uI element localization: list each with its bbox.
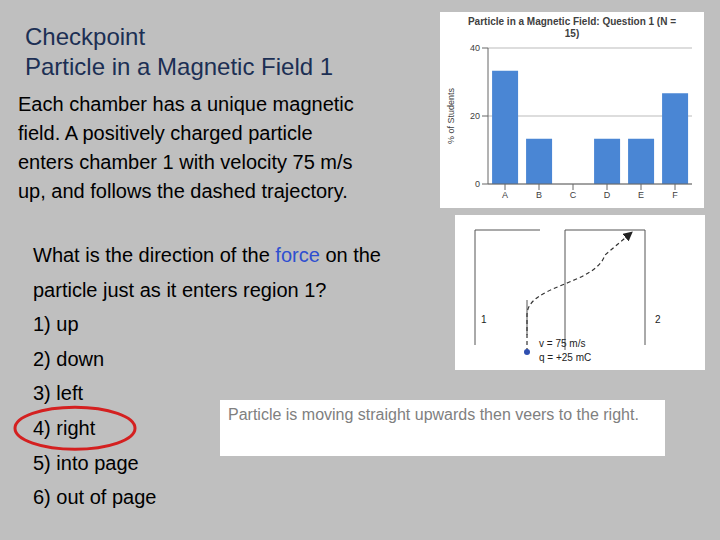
svg-text:20: 20 xyxy=(470,111,480,121)
html-text:Particle in a Magnetic Field:: Particle in a Magnetic Field: Question 1… xyxy=(467,16,676,39)
svg-text:C: C xyxy=(570,190,577,200)
html-text:Each chamber has a unique magn: Each chamber has a unique magnetic xyxy=(18,93,354,115)
svg-text:q = +25 mC: q = +25 mC xyxy=(539,352,591,363)
html-text:2) down: 2) down xyxy=(33,347,105,370)
svg-text:F: F xyxy=(672,190,678,200)
html-text:field. A positively charged pa: field. A positively charged particle xyxy=(18,122,313,144)
html-text:enters chamber 1 with velocity: enters chamber 1 with velocity 75 m/s xyxy=(18,151,353,173)
svg-text:40: 40 xyxy=(470,43,480,53)
html-text:6) out of page: 6) out of page xyxy=(33,486,157,509)
html-text:What is the direction of the f: What is the direction of the force on th… xyxy=(33,244,381,301)
html-text:up, and follows the dashed tra: up, and follows the dashed trajectory. xyxy=(18,180,348,202)
svg-text:1: 1 xyxy=(481,314,487,325)
html-text:Particle is moving straight up: Particle is moving straight upwards then… xyxy=(228,406,639,423)
html-text:1) up: 1) up xyxy=(33,313,79,336)
svg-text:E: E xyxy=(638,190,644,200)
svg-text:D: D xyxy=(604,190,611,200)
html-text:4) right: 4) right xyxy=(33,417,96,439)
svg-text:0: 0 xyxy=(475,179,480,189)
svg-text:B: B xyxy=(536,190,542,200)
svg-text:A: A xyxy=(502,190,508,200)
svg-text:2: 2 xyxy=(655,314,661,325)
html-text:5) into page: 5) into page xyxy=(33,451,139,474)
html-text:Checkpoint: Checkpoint xyxy=(25,23,146,50)
svg-text:v = 75 m/s: v = 75 m/s xyxy=(539,338,585,349)
svg-text:% of Students: % of Students xyxy=(446,87,456,144)
html-text:Particle in a Magnetic Field 1: Particle in a Magnetic Field 1 xyxy=(25,53,334,80)
html-text:3) left: 3) left xyxy=(33,382,83,405)
